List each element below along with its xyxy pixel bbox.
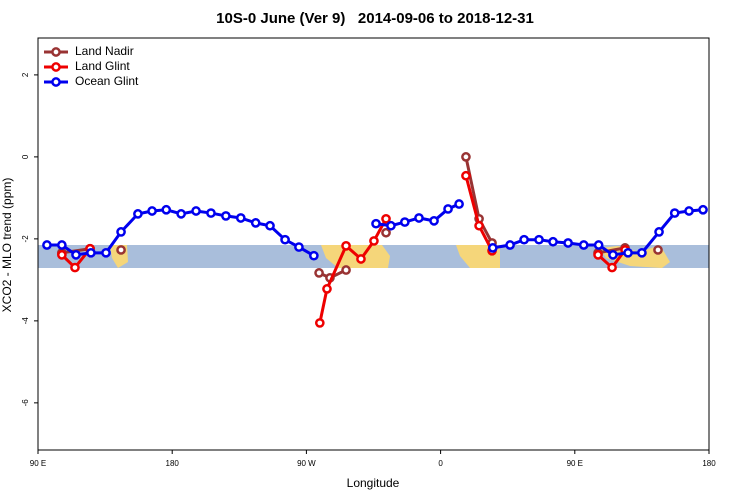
data-point <box>534 234 544 245</box>
data-point <box>474 220 484 231</box>
legend-label: Land Glint <box>75 59 130 73</box>
data-point <box>101 247 111 258</box>
data-point <box>454 199 464 209</box>
data-point <box>548 236 558 247</box>
data-point <box>461 170 471 181</box>
data-point <box>356 254 366 264</box>
data-point <box>314 318 325 328</box>
series <box>42 199 708 261</box>
data-point <box>519 234 529 245</box>
data-point <box>653 245 663 255</box>
data-point <box>309 250 319 261</box>
data-point <box>637 247 647 258</box>
data-point <box>698 204 708 215</box>
data-point <box>70 262 80 273</box>
data-point <box>221 211 231 221</box>
y-tick-label: -6 <box>21 399 30 407</box>
plot-frame <box>37 37 710 451</box>
data-point <box>607 262 617 273</box>
data-point <box>57 250 67 260</box>
chart-title: 10S-0 June (Ver 9) 2014-09-06 to 2018-12… <box>216 10 534 27</box>
x-tick-label: 180 <box>702 459 716 468</box>
data-point <box>322 284 332 294</box>
data-point <box>250 218 261 228</box>
data-point <box>414 213 424 223</box>
y-tick-label: -4 <box>21 317 30 325</box>
data-point <box>461 152 471 162</box>
data-point <box>314 268 324 278</box>
data-point <box>381 213 391 224</box>
data-point <box>429 215 439 226</box>
data-point <box>371 218 381 229</box>
data-point <box>593 240 604 250</box>
data-point <box>294 242 304 252</box>
x-tick-label: 90 W <box>297 459 316 468</box>
legend-marker <box>51 62 61 72</box>
data-point <box>42 240 52 250</box>
data-point <box>57 240 67 250</box>
data-point <box>578 240 589 250</box>
data-point <box>623 247 633 258</box>
legend-marker <box>51 77 61 87</box>
data-point <box>86 247 96 258</box>
data-point <box>341 265 351 275</box>
legend-marker <box>51 47 61 57</box>
y-tick-label: -2 <box>21 235 30 243</box>
data-point <box>265 220 275 231</box>
data-point <box>235 213 246 223</box>
data-point <box>147 206 157 216</box>
x-tick-label: 0 <box>438 459 443 468</box>
data-point <box>161 204 172 215</box>
data-point <box>669 208 680 218</box>
data-point <box>399 217 410 227</box>
legend-label: Land Nadir <box>75 44 134 58</box>
data-point <box>654 227 664 237</box>
data-point <box>116 227 126 237</box>
x-tick-label: 90 E <box>567 459 583 468</box>
data-point <box>133 209 143 219</box>
y-tick-label: 2 <box>21 72 30 77</box>
land-patch <box>600 245 670 268</box>
y-axis-label: XCO2 - MLO trend (ppm) <box>0 178 14 313</box>
data-point <box>593 250 603 260</box>
data-point <box>386 220 396 231</box>
data-point <box>116 245 126 255</box>
y-tick-label: 0 <box>21 154 30 159</box>
data-point <box>369 236 379 246</box>
data-point <box>487 243 498 253</box>
legend-label: Ocean Glint <box>75 74 139 88</box>
x-tick-label: 180 <box>166 459 180 468</box>
x-axis-label: Longitude <box>347 476 400 490</box>
data-point <box>206 208 216 218</box>
data-point <box>505 240 515 250</box>
data-point <box>71 250 81 260</box>
data-point <box>684 206 694 216</box>
data-point <box>280 234 290 245</box>
x-tick-label: 90 E <box>30 459 46 468</box>
data-point <box>191 206 201 216</box>
data-point <box>341 240 351 251</box>
data-point <box>176 209 186 219</box>
data-point <box>443 204 453 214</box>
data-point <box>563 238 573 248</box>
data-point <box>381 227 391 238</box>
data-point <box>608 250 618 260</box>
